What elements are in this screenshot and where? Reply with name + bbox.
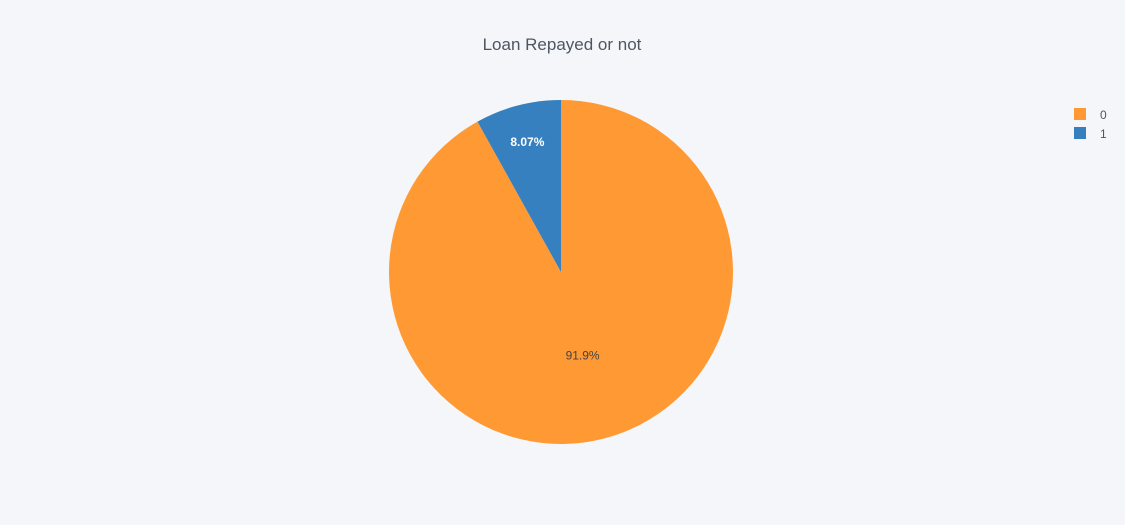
slice-label-0: 91.9%: [566, 348, 600, 362]
pie-slice-labels: 91.9% 8.07%: [510, 135, 600, 362]
chart-title: Loan Repayed or not: [483, 35, 642, 54]
legend-label-1[interactable]: 1: [1100, 127, 1107, 141]
pie-slice-1[interactable]: [477, 100, 561, 272]
legend: 0 1: [1074, 108, 1107, 141]
legend-swatch-1[interactable]: [1074, 127, 1086, 139]
slice-label-1: 8.07%: [510, 135, 544, 149]
pie-slices: [389, 100, 733, 444]
legend-swatch-0[interactable]: [1074, 108, 1086, 120]
legend-label-0[interactable]: 0: [1100, 108, 1107, 122]
